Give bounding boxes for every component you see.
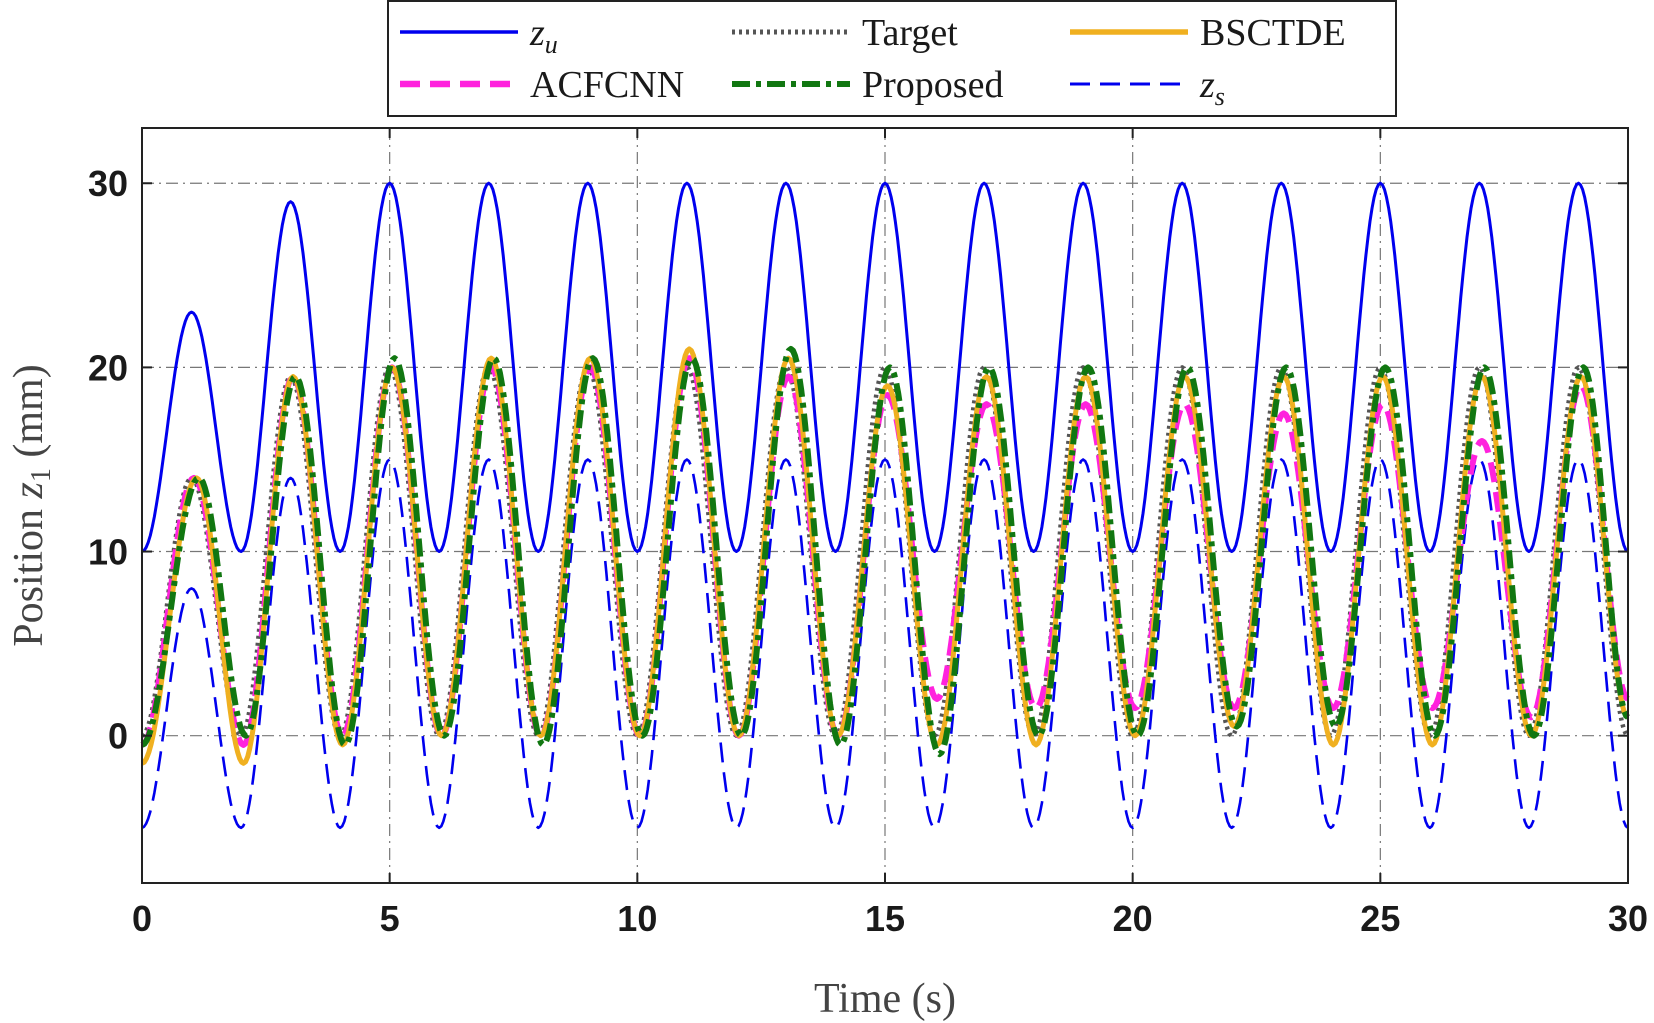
- y-tick-label: 0: [108, 716, 128, 757]
- y-axis-label: Position z1 (mm): [6, 364, 57, 646]
- legend-box: [387, 0, 1397, 117]
- legend-label-bsctde: BSCTDE: [1200, 12, 1346, 54]
- y-tick-label: 20: [88, 347, 128, 388]
- legend-label-zu: zu: [529, 12, 558, 59]
- x-tick-label: 30: [1608, 898, 1648, 939]
- legend-label-proposed: Proposed: [862, 64, 1003, 106]
- x-tick-label: 10: [617, 898, 657, 939]
- x-tick-label: 0: [132, 898, 152, 939]
- y-axis-label-var: z: [6, 482, 52, 499]
- legend-label-zs: zs: [1199, 64, 1225, 111]
- x-tick-label: 15: [865, 898, 905, 939]
- y-axis-label-sub: 1: [26, 468, 57, 482]
- series-line-bsctde: [140, 346, 1630, 766]
- ticks: 0 5 10 15 20 25 30 0 10 20 30: [88, 128, 1648, 939]
- x-tick-label: 20: [1113, 898, 1153, 939]
- legend: zu Target BSCTDE ACFCNN Proposed zs: [387, 0, 1397, 117]
- x-tick-label: 25: [1360, 898, 1400, 939]
- y-axis-label-unit: (mm): [6, 364, 52, 468]
- y-axis-label-main: Position: [6, 498, 52, 646]
- x-tick-label: 5: [380, 898, 400, 939]
- series-line-zu: [141, 181, 1629, 553]
- x-axis-label: Time (s): [814, 976, 956, 1022]
- series-line-proposed: [140, 346, 1630, 758]
- y-tick-label: 10: [88, 532, 128, 573]
- legend-label-target: Target: [862, 12, 958, 54]
- legend-label-acfcnn: ACFCNN: [530, 64, 684, 106]
- plot-area: [140, 181, 1630, 830]
- series-line-zs: [141, 458, 1629, 830]
- y-tick-label: 30: [88, 163, 128, 204]
